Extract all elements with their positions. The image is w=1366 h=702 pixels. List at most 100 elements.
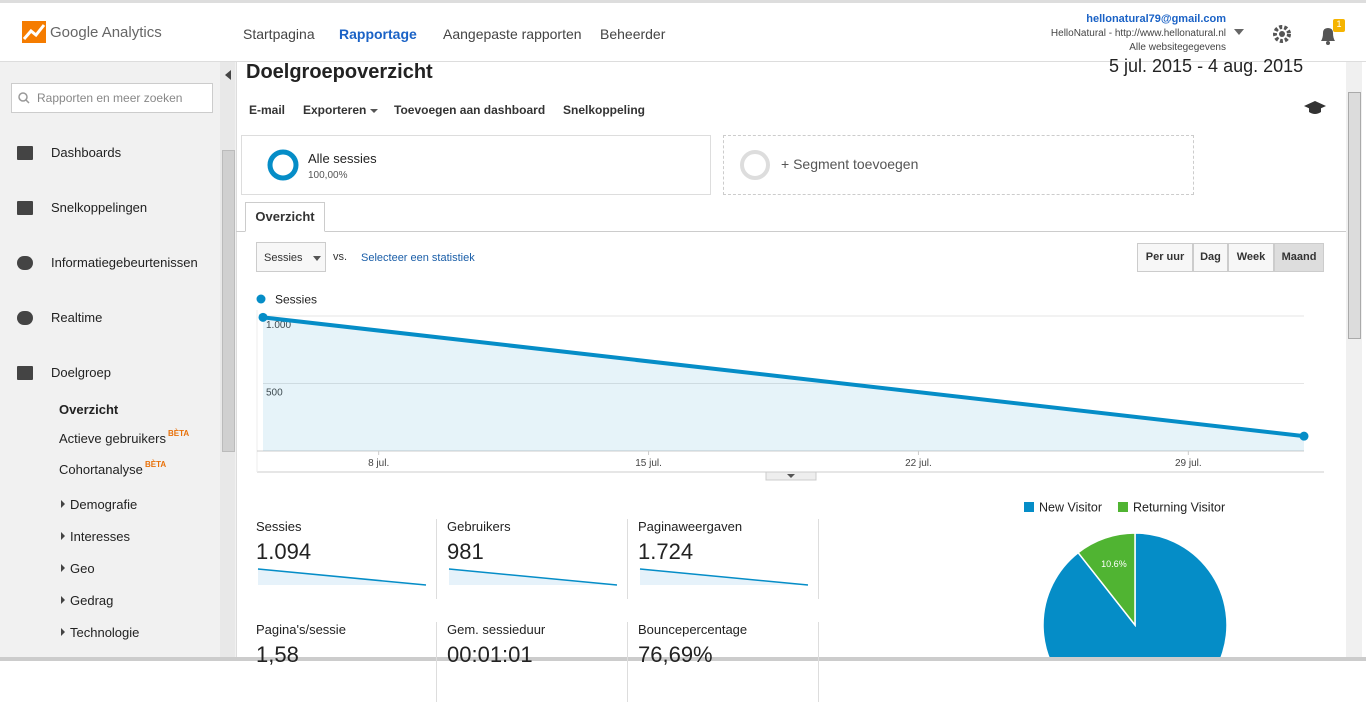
- x-tick-label: 29 jul.: [1175, 458, 1202, 469]
- action-link[interactable]: Toevoegen aan dashboard: [394, 103, 546, 117]
- date-range[interactable]: 5 jul. 2015 - 4 aug. 2015: [1109, 56, 1304, 76]
- settings-icon[interactable]: [1273, 25, 1291, 43]
- sidebar-subitem[interactable]: Overzicht: [59, 402, 119, 417]
- search-box[interactable]: Rapporten en meer zoeken: [11, 83, 213, 113]
- nav-item[interactable]: Rapportage: [339, 26, 417, 42]
- granularity-button[interactable]: Dag: [1193, 243, 1228, 272]
- sidebar-item[interactable]: Informatiegebeurtenissen: [51, 255, 198, 270]
- expand-arrow[interactable]: [61, 628, 65, 636]
- beta-badge: BÈTA: [168, 429, 190, 438]
- scorecard-name: Bouncepercentage: [638, 622, 748, 637]
- segment-card[interactable]: Alle sessies 100,00%: [241, 135, 711, 195]
- legend-marker: [256, 294, 266, 304]
- scorecard-value: 981: [447, 539, 484, 564]
- granularity-button[interactable]: Maand: [1274, 243, 1324, 272]
- logo-icon: [22, 21, 46, 43]
- expand-arrow[interactable]: [61, 500, 65, 508]
- sparkline: [448, 568, 618, 586]
- sidebar-subitem[interactable]: Actieve gebruikers: [59, 431, 166, 446]
- search-icon: [18, 92, 30, 104]
- academy-icon[interactable]: [1304, 101, 1326, 115]
- sidebar-subitem[interactable]: Cohortanalyse: [59, 462, 143, 477]
- scorecard-value: 76,69%: [638, 642, 713, 667]
- sidebar-scrollbar: [220, 62, 235, 661]
- add-segment-card[interactable]: + Segment toevoegen: [723, 135, 1194, 195]
- area: [263, 317, 1304, 451]
- beta-badge: BÈTA: [145, 460, 167, 469]
- sparkline: [639, 568, 809, 586]
- granularity-button[interactable]: Per uur: [1137, 243, 1193, 272]
- segment-name: Alle sessies: [308, 151, 377, 166]
- x-tick-label: 15 jul.: [635, 458, 662, 469]
- nav-item[interactable]: Startpagina: [243, 26, 315, 42]
- tab[interactable]: Overzicht: [245, 202, 325, 232]
- sidebar: Rapporten en meer zoeken: [0, 62, 237, 661]
- logo: Google Analytics: [50, 24, 162, 41]
- sidebar-subitem[interactable]: Gedrag: [70, 593, 114, 608]
- action-link[interactable]: E-mail: [249, 103, 286, 117]
- nav-item[interactable]: Aangepaste rapporten: [443, 26, 582, 42]
- expand-arrow[interactable]: [61, 596, 65, 604]
- notification-badge[interactable]: 1: [1333, 19, 1345, 32]
- account-email[interactable]: hellonatural79@gmail.com: [1086, 13, 1226, 25]
- expand-arrow[interactable]: [61, 564, 65, 572]
- scorecard-name: Gebruikers: [447, 519, 511, 534]
- action-link[interactable]: Exporteren: [303, 103, 367, 117]
- metric-select-label: Sessies: [264, 252, 303, 264]
- legend-label: Sessies: [275, 293, 317, 307]
- nav-item[interactable]: Beheerder: [600, 26, 666, 42]
- granularity-button[interactable]: Week: [1228, 243, 1274, 272]
- action-link[interactable]: Snelkoppeling: [563, 103, 646, 117]
- legend-marker: [1024, 502, 1034, 512]
- sidebar-subitem[interactable]: Interesses: [70, 529, 130, 544]
- scorecard-divider: [436, 519, 437, 599]
- legend-label: New Visitor: [1039, 501, 1102, 515]
- main-scrollbar: [1346, 62, 1362, 661]
- bottom-edge: [0, 657, 1366, 661]
- scorecard-divider: [436, 622, 437, 702]
- account-caret[interactable]: [1234, 29, 1244, 37]
- tab-line: [236, 231, 1346, 232]
- sidebar-item[interactable]: Snelkoppelingen: [51, 200, 148, 215]
- segment-share: 100,00%: [308, 170, 348, 181]
- sidebar-icon: [17, 146, 33, 160]
- expand-arrow: [787, 474, 795, 478]
- scorecard-value: 1,58: [256, 642, 299, 667]
- metric-select[interactable]: Sessies: [256, 242, 326, 272]
- search-placeholder: Rapporten en meer zoeken: [37, 91, 183, 105]
- sidebar-item[interactable]: Doelgroep: [51, 365, 111, 380]
- scorecard-divider: [818, 622, 819, 702]
- scorecard-divider: [818, 519, 819, 599]
- account-view[interactable]: Alle websitegegevens: [1129, 42, 1226, 53]
- charts: 500 1.000 8 jul. 15 jul. 22 jul. 29 jul. Sessi…: [256, 293, 1324, 661]
- collapse-arrow[interactable]: [225, 70, 233, 80]
- sparkline: [257, 568, 427, 586]
- sidebar-subitem[interactable]: Demografie: [70, 497, 138, 512]
- sidebar-item[interactable]: Dashboards: [51, 145, 122, 160]
- point: [1299, 431, 1309, 441]
- report-title: Doelgroepoverzicht: [246, 61, 433, 83]
- scroll-thumb[interactable]: [222, 150, 235, 452]
- caret: [370, 109, 378, 113]
- expand-arrow[interactable]: [61, 532, 65, 540]
- scorecard-name: Sessies: [256, 519, 302, 534]
- scorecard-divider: [627, 622, 628, 702]
- vs-label: vs.: [333, 251, 348, 263]
- scroll-thumb[interactable]: [1348, 92, 1361, 339]
- legend-label: Returning Visitor: [1133, 501, 1225, 515]
- legend-marker: [1117, 502, 1128, 512]
- add-segment: + Segment toevoegen: [781, 156, 919, 172]
- add-segment-ring: [740, 150, 770, 180]
- x-tick-label: 22 jul.: [905, 458, 932, 469]
- scorecard-name: Gem. sessieduur: [447, 622, 546, 637]
- scorecard-value: 00:01:01: [447, 642, 533, 667]
- sidebar-item[interactable]: Realtime: [51, 310, 103, 325]
- sidebar-subitem[interactable]: Geo: [70, 561, 95, 576]
- sidebar-icon: [17, 256, 33, 270]
- sidebar-subitem[interactable]: Technologie: [70, 625, 140, 640]
- bell-icon[interactable]: [1318, 25, 1338, 45]
- segment-ring: [267, 149, 299, 181]
- select-metric-link[interactable]: Selecteer een statistiek: [361, 252, 475, 264]
- top-bar: Google Analytics hellonatural79@gmail.co…: [0, 0, 1366, 62]
- account-property[interactable]: HelloNatural - http://www.hellonatural.n…: [1050, 28, 1226, 39]
